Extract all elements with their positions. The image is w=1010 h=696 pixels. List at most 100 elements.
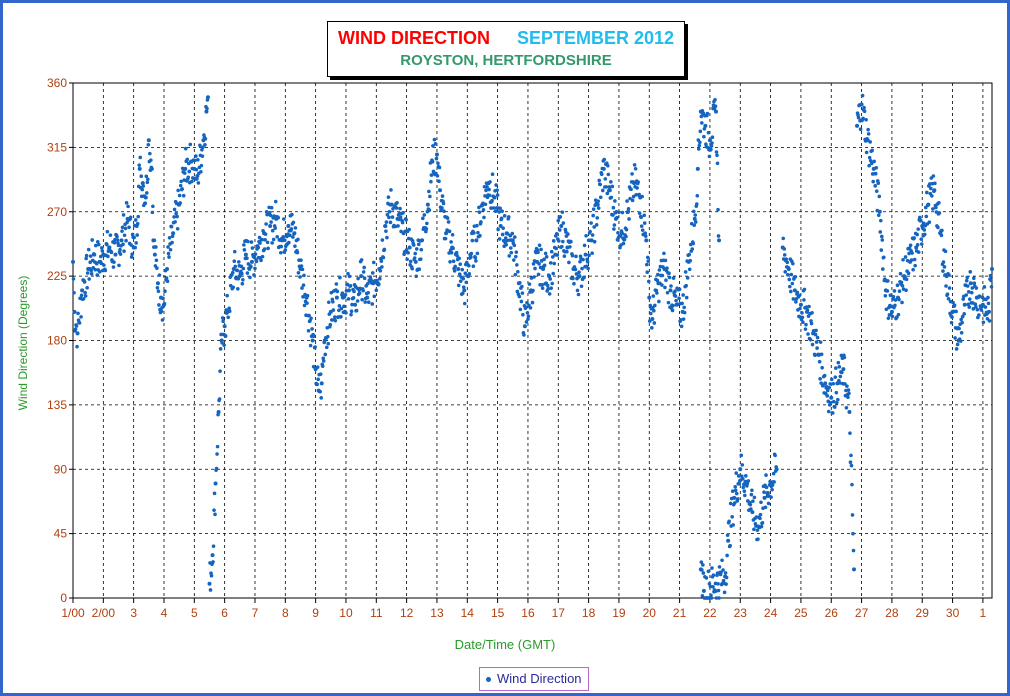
data-point xyxy=(774,465,778,469)
data-point xyxy=(891,294,896,299)
y-tick-label: 180 xyxy=(47,334,67,348)
data-point xyxy=(180,187,184,191)
data-point xyxy=(454,250,459,255)
data-point xyxy=(949,320,954,325)
data-point xyxy=(425,221,429,226)
data-point xyxy=(862,105,866,110)
data-point xyxy=(903,255,908,259)
x-tick-label: 1/00 xyxy=(61,606,85,620)
data-point xyxy=(253,266,257,271)
data-point xyxy=(647,319,652,323)
data-point xyxy=(752,495,757,500)
data-point xyxy=(96,242,101,247)
data-point xyxy=(258,241,262,245)
y-tick-label: 90 xyxy=(54,462,68,476)
data-point xyxy=(661,265,665,269)
data-point xyxy=(633,166,638,171)
data-point xyxy=(937,200,941,205)
data-point xyxy=(855,123,860,128)
data-point xyxy=(360,297,364,302)
data-point xyxy=(331,308,336,312)
data-point xyxy=(339,306,344,311)
data-point xyxy=(702,134,706,139)
data-point xyxy=(736,474,741,478)
data-point xyxy=(600,166,605,171)
data-point xyxy=(204,109,209,114)
data-point xyxy=(979,308,984,312)
data-point xyxy=(873,184,878,188)
data-point xyxy=(451,259,456,264)
data-point xyxy=(968,281,973,286)
data-point xyxy=(537,243,542,248)
data-point xyxy=(208,588,213,592)
data-point xyxy=(744,474,748,478)
data-point xyxy=(867,155,872,160)
data-point xyxy=(941,269,945,273)
data-point xyxy=(514,250,519,254)
data-point xyxy=(334,282,339,286)
data-point xyxy=(924,214,929,219)
data-point xyxy=(242,243,246,247)
data-point xyxy=(716,207,720,212)
data-point xyxy=(985,312,989,316)
data-point xyxy=(484,188,488,193)
data-point xyxy=(321,356,326,361)
data-point xyxy=(973,302,978,306)
data-point xyxy=(279,244,284,249)
data-point xyxy=(630,198,635,203)
data-point xyxy=(312,334,316,338)
data-point xyxy=(296,237,300,242)
data-point xyxy=(558,215,563,219)
x-tick-label: 25 xyxy=(794,606,808,620)
x-tick-label: 5 xyxy=(191,606,198,620)
data-point xyxy=(154,245,158,249)
data-point xyxy=(461,285,466,289)
data-point xyxy=(697,143,702,148)
data-point xyxy=(739,453,744,458)
data-point xyxy=(343,293,348,297)
data-point xyxy=(87,277,91,281)
data-point xyxy=(410,239,415,243)
data-point xyxy=(947,286,952,290)
data-point xyxy=(99,254,103,259)
data-point xyxy=(543,251,548,256)
x-tick-label: 17 xyxy=(552,606,566,620)
data-point xyxy=(88,260,92,264)
data-point xyxy=(469,251,474,256)
data-point xyxy=(807,304,811,309)
data-point xyxy=(986,295,990,300)
data-point xyxy=(576,275,580,280)
data-point xyxy=(232,259,237,263)
data-point xyxy=(741,482,746,487)
data-point xyxy=(795,290,800,295)
data-point xyxy=(946,296,951,301)
data-point xyxy=(743,493,747,498)
data-point xyxy=(371,260,376,265)
data-point xyxy=(305,293,310,298)
data-point xyxy=(354,308,359,313)
data-point xyxy=(711,573,716,577)
data-point xyxy=(255,244,260,248)
data-point xyxy=(216,412,220,417)
data-point xyxy=(362,276,367,281)
data-point xyxy=(175,226,180,231)
y-tick-label: 360 xyxy=(47,76,67,90)
data-point xyxy=(905,258,910,263)
data-point xyxy=(943,249,948,254)
data-point xyxy=(560,210,565,214)
data-point xyxy=(876,213,881,218)
data-point xyxy=(720,558,724,563)
data-point xyxy=(910,251,914,255)
x-tick-label: 21 xyxy=(673,606,687,620)
data-point xyxy=(361,270,366,274)
data-point xyxy=(213,481,218,486)
data-point xyxy=(99,261,104,266)
data-point xyxy=(140,181,145,186)
data-point xyxy=(942,265,947,269)
data-point xyxy=(199,169,203,174)
data-point xyxy=(520,291,525,295)
data-point xyxy=(738,467,743,472)
data-point xyxy=(721,568,725,572)
data-point xyxy=(469,255,473,259)
data-point xyxy=(448,259,452,264)
